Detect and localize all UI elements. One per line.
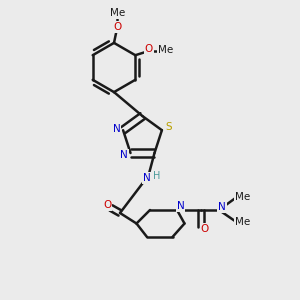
Text: O: O	[113, 22, 122, 32]
Text: H: H	[153, 171, 161, 181]
Text: O: O	[103, 200, 111, 211]
Text: S: S	[165, 122, 172, 132]
Text: N: N	[112, 124, 120, 134]
Text: N: N	[143, 173, 151, 183]
Text: Me: Me	[158, 45, 173, 55]
Text: O: O	[145, 44, 153, 54]
Text: N: N	[120, 149, 128, 160]
Text: O: O	[200, 224, 209, 234]
Text: Me: Me	[235, 192, 250, 202]
Text: Me: Me	[235, 217, 250, 227]
Text: N: N	[218, 202, 226, 212]
Text: Me: Me	[110, 8, 125, 19]
Text: N: N	[177, 201, 184, 212]
